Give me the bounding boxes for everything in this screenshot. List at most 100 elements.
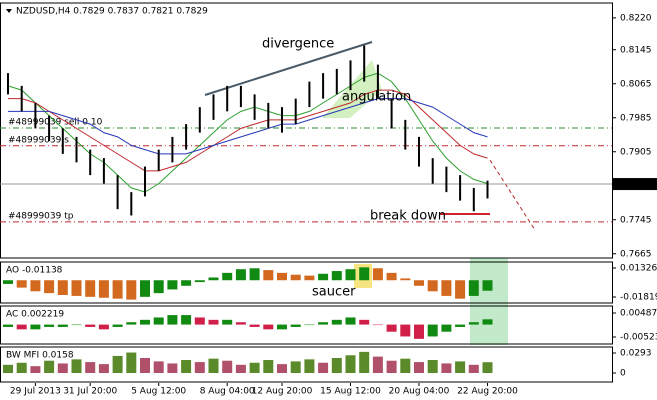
panel-frame [0, 2, 613, 259]
indicator-bar [318, 362, 329, 373]
indicator-bar [372, 324, 383, 326]
indicator-bar [167, 280, 178, 290]
indicator-bar [208, 277, 219, 281]
panel-frame [0, 305, 613, 345]
price-label: 0.7829 [620, 179, 655, 190]
annotation: angulation [342, 90, 411, 105]
indicator-bar [3, 324, 13, 327]
indicator-bar [414, 324, 424, 339]
indicator-bar [455, 361, 466, 373]
indicator-bar [359, 319, 370, 325]
panel-title: BW MFI 0.0158 [6, 351, 74, 361]
moving-average [8, 89, 488, 172]
x-tick-label: 8 Aug 04:00 [200, 387, 255, 397]
indicator-bar [3, 280, 13, 284]
indicator-bar [331, 319, 342, 325]
indicator-bar [263, 270, 274, 281]
indicator-bar [386, 360, 397, 373]
indicator-bar [181, 315, 192, 325]
indicator-bar [345, 355, 356, 373]
indicator-bar [263, 324, 274, 330]
order-label: #48999039 sell 0.10 [8, 117, 103, 127]
indicator-bar [441, 363, 452, 373]
menu-arrow[interactable] [6, 9, 12, 13]
indicator-bar [181, 280, 192, 286]
indicator-bar [427, 280, 438, 292]
x-tick-label: 5 Aug 12:00 [131, 387, 186, 397]
indicator-bar [112, 324, 123, 327]
indicator-bar [181, 360, 192, 373]
indicator-bar [194, 280, 205, 283]
indicator-bar [372, 356, 383, 373]
indicator-bar [126, 352, 137, 373]
indicator-bar [345, 269, 356, 281]
indicator-bar [263, 360, 274, 373]
indicator-bar [290, 274, 301, 281]
indicator-bar [112, 355, 123, 373]
indicator-bar [468, 364, 479, 373]
indicator-bar [140, 357, 150, 373]
panel-frame [0, 346, 613, 383]
indicator-bar [194, 317, 205, 325]
y-tick-label: 0.7985 [620, 113, 652, 123]
indicator-bar [222, 272, 233, 281]
y-tick-label: -0.00523 [620, 332, 657, 342]
y-tick-label: 0.7745 [620, 215, 652, 225]
order-label: #48999039 tp [8, 211, 74, 221]
y-tick-label: 0.8145 [620, 45, 652, 55]
indicator-bar [277, 272, 287, 281]
indicator-bar [414, 362, 424, 373]
indicator-bar [85, 362, 96, 373]
indicator-bar [126, 322, 137, 325]
annotation: break down [370, 209, 446, 224]
indicator-bar [318, 273, 329, 281]
indicator-bar [98, 324, 109, 330]
highlight-box [470, 258, 508, 345]
panel-frame [0, 261, 613, 304]
indicator-bar [85, 324, 96, 327]
order-label: #48999039 s [8, 135, 69, 145]
indicator-bar [44, 360, 55, 373]
indicator-bar [57, 324, 68, 327]
indicator-bar [249, 362, 260, 373]
indicator-bar [57, 363, 68, 373]
indicator-bar [57, 280, 68, 295]
indicator-bar [304, 324, 315, 326]
moving-average [7, 72, 488, 193]
indicator-bar [441, 280, 452, 296]
indicator-bar [455, 280, 466, 299]
indicator-bar [153, 361, 164, 373]
panel-title: AC 0.002219 [6, 310, 64, 320]
y-tick-label: -0.01819 [620, 293, 657, 303]
indicator-bar [345, 317, 356, 325]
indicator-bar [71, 280, 82, 296]
y-tick-label: 0.7665 [620, 249, 652, 259]
indicator-bar [126, 280, 137, 300]
y-tick-label: 0 [620, 368, 626, 378]
indicator-bar [112, 280, 123, 299]
x-tick-label: 20 Aug 04:00 [389, 387, 450, 397]
y-tick-label: 0.0293 [620, 349, 652, 359]
indicator-bar [153, 280, 164, 294]
panel-title: AO -0.01138 [6, 266, 63, 276]
indicator-bar [482, 319, 493, 325]
indicator-bar [235, 269, 246, 281]
annotation: saucer [312, 285, 356, 300]
indicator-bar [249, 268, 260, 281]
x-tick-label: 29 Jul 2013 [10, 387, 61, 397]
annotation: divergence [262, 37, 334, 52]
indicator-bar [414, 280, 424, 286]
indicator-bar [85, 280, 96, 297]
indicator-bar [427, 360, 438, 373]
indicator-bar [16, 324, 27, 330]
indicator-bar [427, 324, 438, 337]
indicator-bar [167, 363, 178, 373]
angulation-shade [322, 60, 382, 118]
x-tick-label: 12 Aug 20:00 [252, 387, 313, 397]
y-tick-label: 0.01326 [620, 264, 657, 274]
indicator-bar [30, 324, 41, 330]
indicator-bar [359, 351, 370, 373]
indicator-bar [482, 362, 493, 373]
indicator-bar [386, 272, 397, 281]
